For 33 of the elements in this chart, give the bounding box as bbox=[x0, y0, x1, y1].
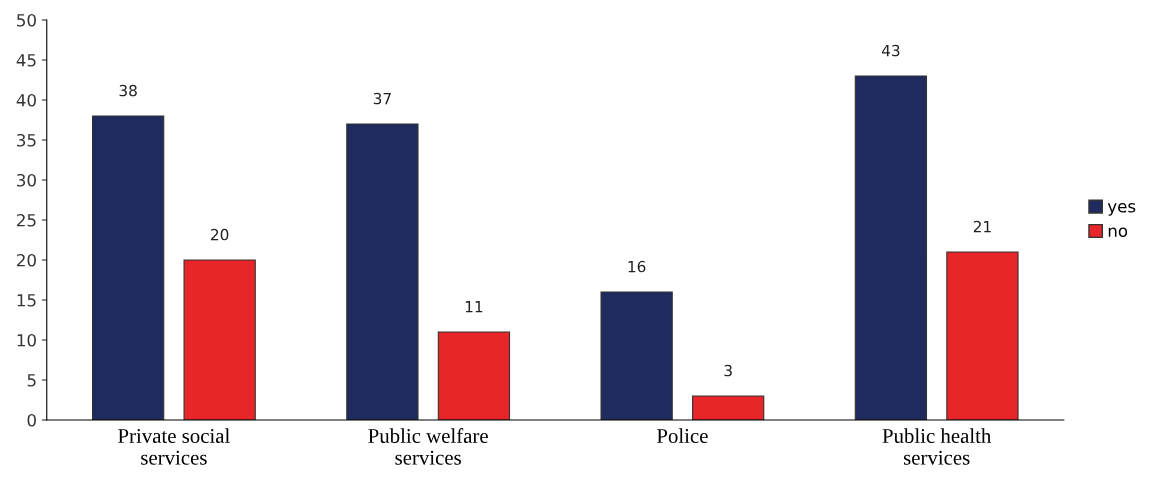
y-tick-label: 5 bbox=[27, 374, 36, 387]
data-label: 38 bbox=[119, 84, 137, 97]
x-tick-label: Private social services bbox=[118, 428, 230, 465]
y-tick-label: 45 bbox=[16, 54, 36, 67]
bar bbox=[600, 291, 673, 420]
legend-label: no bbox=[1108, 227, 1128, 238]
bar bbox=[854, 75, 928, 420]
y-tick-label: 25 bbox=[17, 213, 36, 227]
data-label: 43 bbox=[881, 44, 900, 57]
y-tick-label: 40 bbox=[16, 93, 36, 107]
bar bbox=[346, 123, 419, 420]
data-label: 11 bbox=[465, 301, 483, 313]
y-tick-label: 50 bbox=[17, 13, 36, 27]
data-label: 37 bbox=[373, 92, 391, 105]
x-tick-label: Public welfare services bbox=[368, 428, 488, 465]
x-tick-label: Police bbox=[656, 428, 708, 443]
data-label: 20 bbox=[211, 228, 229, 241]
bar bbox=[91, 115, 165, 420]
bar bbox=[692, 395, 765, 420]
y-tick-label: 0 bbox=[27, 413, 36, 427]
bar bbox=[183, 259, 256, 420]
data-label: 16 bbox=[628, 260, 646, 273]
bar bbox=[437, 331, 511, 420]
legend-label: yes bbox=[1107, 203, 1136, 216]
x-tick-label: Public health services bbox=[882, 428, 992, 465]
data-label: 21 bbox=[973, 220, 991, 233]
bar bbox=[946, 251, 1019, 420]
y-tick-label: 20 bbox=[17, 253, 36, 267]
y-tick-label: 15 bbox=[17, 294, 36, 307]
y-tick-label: 30 bbox=[17, 173, 36, 187]
data-label: 3 bbox=[724, 364, 732, 377]
y-tick-label: 10 bbox=[17, 333, 36, 347]
y-tick-label: 35 bbox=[17, 133, 36, 147]
